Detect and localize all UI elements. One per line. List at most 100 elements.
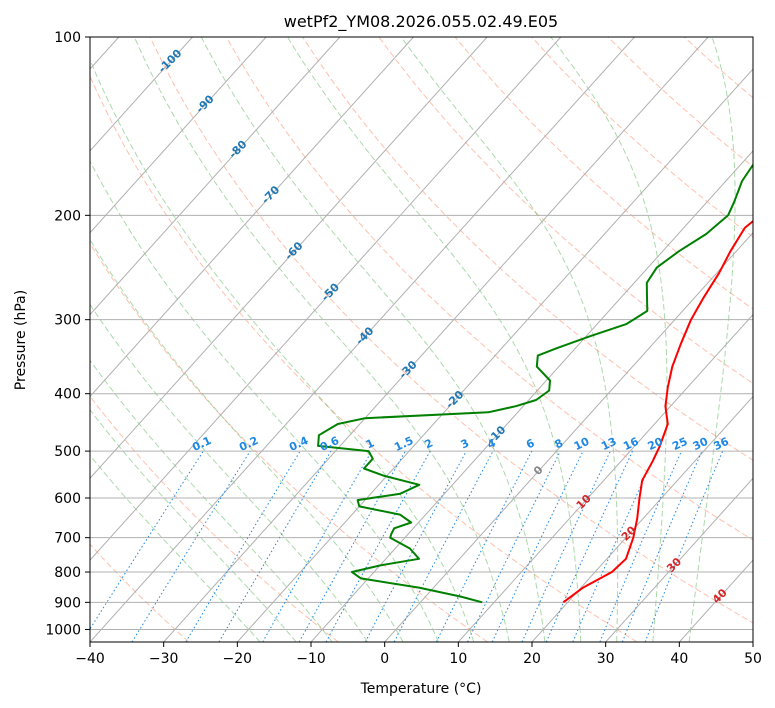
dry-adiabat: [378, 37, 753, 385]
y-tick-label: 800: [54, 565, 81, 581]
dry-adiabat: [683, 37, 753, 99]
mixing-ratio-label: 6: [524, 436, 537, 451]
isotherm-line: [90, 37, 341, 316]
isotherm-line: [90, 37, 635, 642]
temperature-profile-line: [562, 219, 753, 604]
mixing-ratio-label: 36: [712, 435, 732, 453]
moist-adiabat: [90, 303, 369, 642]
mixing-ratio-line: [621, 450, 703, 642]
dry-adiabat: [302, 37, 753, 461]
isotherm-line: [752, 641, 753, 642]
mixing-ratio-line: [298, 450, 406, 642]
dewpoint-profile-line: [317, 163, 753, 604]
x-axis-ticks: −40 −30 −20 −10 0 10 20 30 40 50: [75, 642, 762, 667]
x-tick-label: −20: [223, 651, 253, 667]
y-tick-label: 900: [54, 595, 81, 611]
moist-adiabat: [90, 58, 475, 642]
skewed-isotherms: [90, 37, 753, 642]
moist-adiabat: [90, 238, 404, 642]
y-tick-label: 500: [54, 444, 81, 460]
x-tick-label: 10: [449, 651, 467, 667]
isotherm-line: [90, 37, 488, 480]
moist-adiabat: [90, 359, 333, 642]
moist-adiabat: [133, 37, 510, 642]
isotherm-line: [457, 313, 753, 642]
dry-adiabat: [90, 395, 339, 642]
moist-adiabat: [90, 409, 297, 642]
mixing-ratio-line: [364, 450, 467, 642]
y-tick-label: 600: [54, 491, 81, 507]
mixing-ratio-line: [644, 450, 724, 642]
mixing-ratio-line: [521, 450, 611, 642]
dry-adiabat: [530, 37, 753, 238]
mixing-ratio-line: [90, 450, 204, 630]
mixing-ratio-lines: [90, 450, 724, 642]
mixing-ratio-label: 10: [572, 435, 592, 453]
x-tick-label: 30: [597, 651, 615, 667]
y-tick-label: 400: [54, 387, 81, 403]
isotherm-line: [531, 395, 753, 642]
y-tick-label: 300: [54, 313, 81, 329]
x-tick-label: 20: [523, 651, 541, 667]
y-axis-ticks: 100 200 300 400 500 600 700 800 900 1000: [45, 30, 90, 638]
x-tick-label: −30: [149, 651, 179, 667]
dry-adiabat: [454, 37, 753, 310]
moist-adiabat: [400, 37, 619, 642]
mixing-ratio-label: 25: [670, 435, 689, 453]
x-tick-label: 50: [744, 651, 762, 667]
moist-adiabat: [200, 37, 546, 642]
y-axis-label: Pressure (hPa): [13, 290, 29, 390]
isotherm-line: [678, 559, 753, 642]
dry-adiabat: [90, 242, 488, 642]
x-tick-label: −10: [296, 651, 326, 667]
y-tick-label: 100: [54, 30, 81, 46]
isotherm-line: [384, 231, 753, 642]
x-tick-label: −40: [75, 651, 105, 667]
isotherm-line: [90, 37, 562, 561]
mixing-ratio-line: [572, 450, 658, 642]
isotherm-line: [90, 37, 193, 152]
mixing-ratio-line: [435, 450, 533, 642]
isotherm-line: [605, 477, 753, 642]
chart-title: wetPf2_YM08.2026.055.02.49.E05: [284, 12, 558, 32]
y-tick-label: 200: [54, 208, 81, 224]
x-axis-label: Temperature (°C): [360, 681, 482, 697]
dry-adiabats: [90, 37, 753, 642]
moist-adiabat: [90, 160, 439, 642]
dry-adiabat: [607, 37, 753, 168]
mixing-ratio-line: [325, 450, 431, 642]
moist-adiabat: [688, 37, 736, 642]
moist-adiabat: [90, 454, 261, 642]
mixing-ratio-label: 13: [599, 435, 618, 453]
pressure-gridlines: [90, 37, 753, 630]
mixing-ratio-label: 16: [621, 435, 641, 453]
profile-series: [317, 163, 753, 604]
mixing-ratio-line: [545, 450, 633, 642]
isotherm-line: [90, 37, 414, 398]
moist-adiabats: [90, 37, 736, 642]
isotherm-line: [236, 68, 753, 642]
dry-adiabat: [225, 37, 753, 541]
mixing-ratio-label: 20: [646, 435, 666, 453]
x-tick-label: 0: [380, 651, 389, 667]
mixing-ratio-label: 3: [459, 436, 471, 451]
plot-frame: [89, 36, 754, 643]
y-tick-label: 700: [54, 531, 81, 547]
isotherm-line: [90, 37, 267, 234]
mixing-ratio-line: [491, 450, 584, 642]
moist-adiabat: [287, 37, 582, 642]
moist-adiabat: [550, 37, 668, 642]
mixing-ratio-line: [185, 450, 301, 642]
mixing-ratio-label: 30: [691, 435, 711, 453]
y-tick-label: 1000: [45, 622, 81, 638]
dry-adiabat: [149, 37, 753, 624]
mixing-ratio-line: [131, 450, 251, 642]
mixing-ratio-label: 2: [423, 436, 435, 451]
x-tick-label: 40: [670, 651, 688, 667]
mixing-ratio-line: [262, 450, 373, 642]
isotherm-line: [163, 37, 709, 642]
mixing-ratio-line: [599, 450, 682, 642]
